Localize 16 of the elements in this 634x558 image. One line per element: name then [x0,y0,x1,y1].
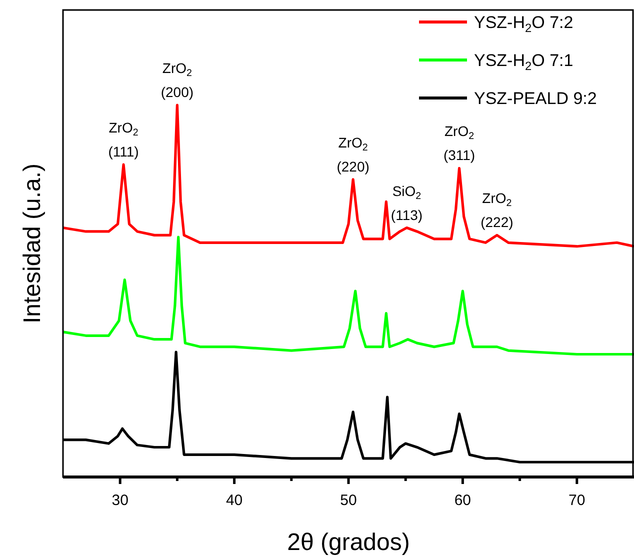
x-axis-title: 2θ (grados) [287,529,410,556]
annotation: ZrO$_{2}$ (311) [443,123,476,164]
x-tick-label: 70 [568,492,586,509]
x-tick-label: 40 [226,492,243,509]
y-axis-title: Intesidad (u.a.) [19,163,46,324]
legend-label: YSZ-H$_{2}$O 7:1 [474,51,574,73]
x-tick-label: 50 [340,492,357,509]
legend-label: YSZ-H$_{2}$O 7:2 [474,13,574,35]
annotation: ZrO$_{2}$ (220) [336,134,370,174]
annotation: ZrO$_{2}$ (111) [108,120,139,160]
legend-label: YSZ-PEALD 9:2 [474,89,597,108]
annotation: SiO$_{2}$ (113) [390,182,423,223]
annotation: ZrO$_{2}$ (200) [160,60,194,100]
x-tick-label: 60 [454,492,472,509]
x-tick-label: 30 [112,492,128,509]
annotation: ZrO$_{2}$ (222) [480,190,514,230]
